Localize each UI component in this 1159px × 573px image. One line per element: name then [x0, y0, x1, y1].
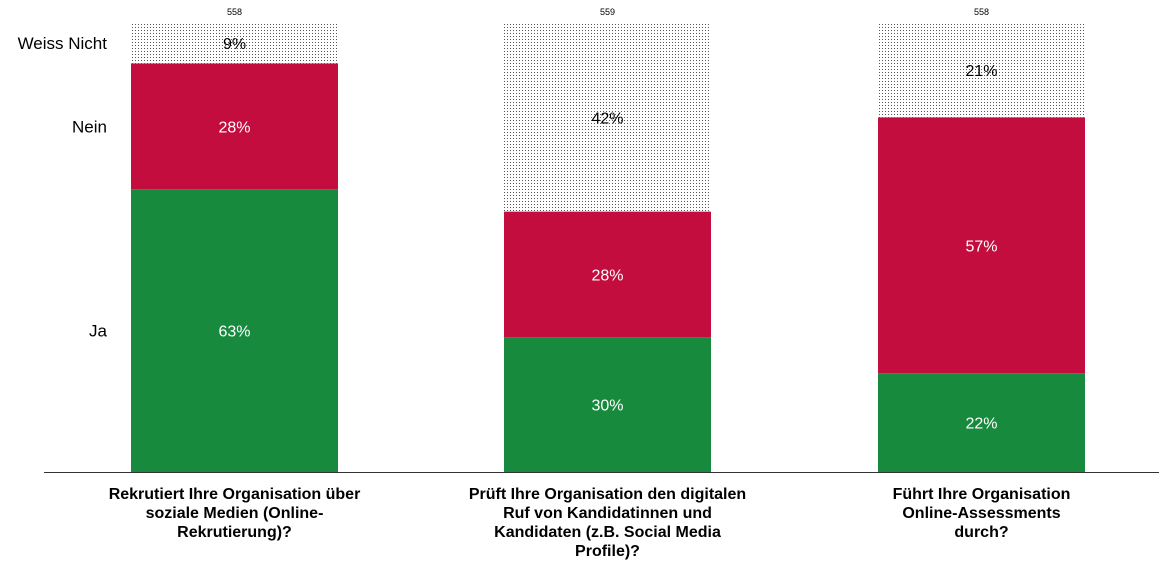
- bar-2-nein: [504, 211, 711, 338]
- category-labels-group: Rekrutiert Ihre Organisation über soziale…: [109, 486, 1071, 560]
- bar-1-weiss-nicht: [131, 23, 338, 64]
- data-label-2-weiss-nicht: 42%: [591, 110, 623, 127]
- bar-2-ja: [504, 337, 711, 472]
- category-label-1: Rekrutiert Ihre Organisation über soziale…: [109, 486, 361, 541]
- data-label-1-weiss-nicht: 9%: [223, 36, 246, 53]
- sample-size-label-2: 559: [600, 7, 615, 17]
- bar-3-nein: [878, 117, 1085, 374]
- sample-size-labels-group: 558 559 558: [227, 7, 989, 17]
- data-label-1-nein: 28%: [218, 119, 250, 136]
- bar-3-weiss-nicht: [878, 23, 1085, 118]
- data-label-3-nein: 57%: [965, 238, 997, 255]
- legend-ja: Ja: [89, 322, 108, 341]
- segment-labels-group: 63% 28% 9% 30% 28% 42% 22% 57% 21%: [218, 36, 997, 432]
- bar-1-ja: [131, 189, 338, 472]
- bar-3-ja: [878, 373, 1085, 472]
- bar-1-nein: [131, 63, 338, 190]
- category-label-2: Prüft Ihre Organisation den digitalen Ruf…: [469, 486, 746, 560]
- bars-group: [131, 23, 1085, 472]
- bar-2-weiss-nicht: [504, 23, 711, 212]
- legend-nein: Nein: [72, 117, 107, 136]
- data-label-3-weiss-nicht: 21%: [965, 63, 997, 80]
- legend-weiss-nicht: Weiss Nicht: [18, 34, 108, 53]
- legend: Ja Nein Weiss Nicht: [18, 34, 108, 340]
- data-label-2-ja: 30%: [591, 398, 623, 415]
- category-label-3: Führt Ihre Organisation Online-Assessment…: [893, 486, 1071, 541]
- data-label-2-nein: 28%: [591, 267, 623, 284]
- data-label-3-ja: 22%: [965, 416, 997, 433]
- sample-size-label-1: 558: [227, 7, 242, 17]
- data-label-1-ja: 63%: [218, 324, 250, 341]
- sample-size-label-3: 558: [974, 7, 989, 17]
